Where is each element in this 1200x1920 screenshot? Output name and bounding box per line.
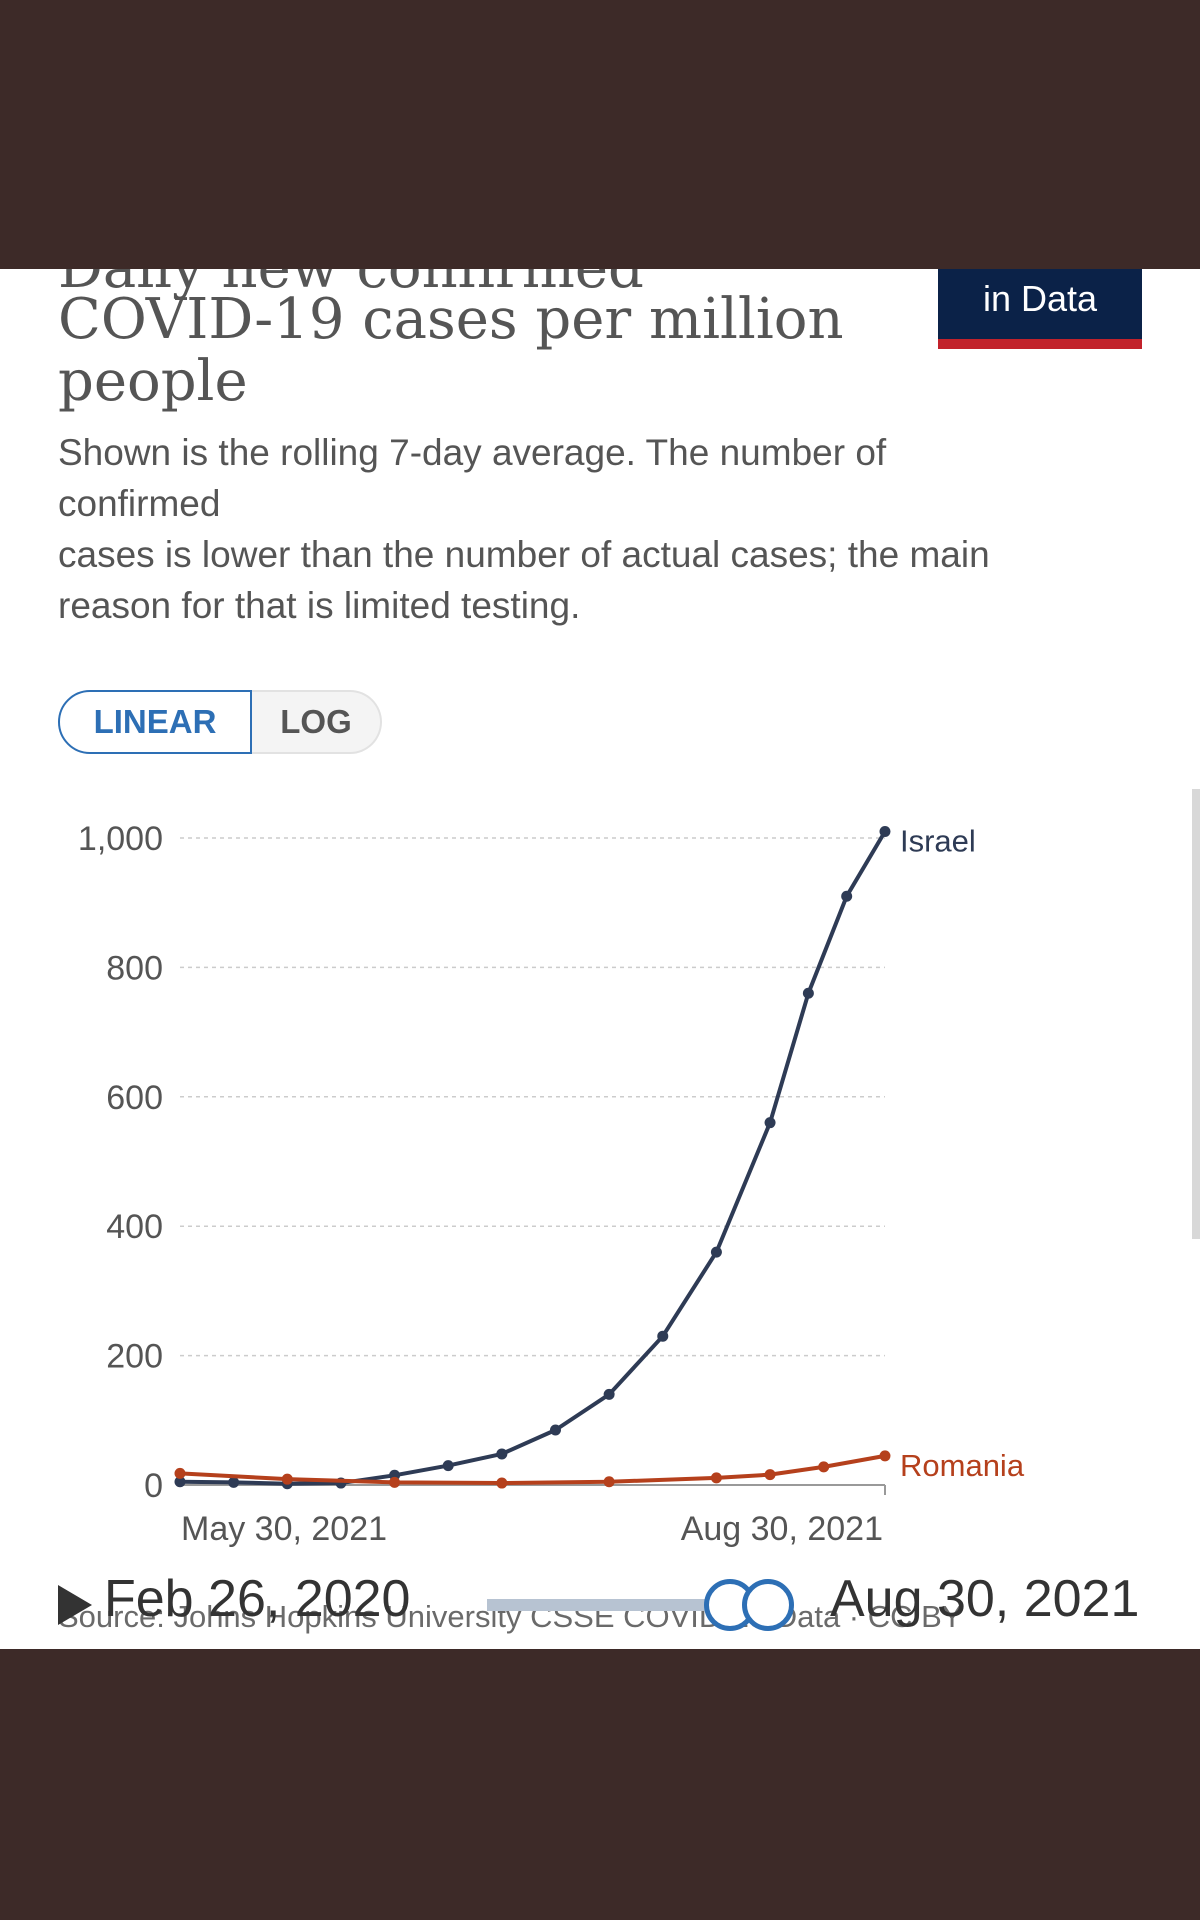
data-point-romania	[496, 1477, 508, 1489]
timeline-track[interactable]	[487, 1599, 709, 1611]
owid-logo[interactable]: in Data	[938, 269, 1142, 349]
series-label-israel: Israel	[900, 824, 976, 859]
subtitle-line-3: cases is lower than the number of actual…	[58, 534, 990, 575]
data-point-israel	[228, 1476, 240, 1488]
data-point-romania	[818, 1461, 830, 1473]
scrollbar[interactable]	[1192, 789, 1200, 1239]
data-point-romania	[174, 1467, 186, 1479]
y-tick-label: 600	[106, 1079, 163, 1117]
y-tick-label: 0	[144, 1467, 163, 1505]
data-point-israel	[879, 826, 891, 838]
data-point-romania	[281, 1473, 293, 1485]
data-point-romania	[710, 1472, 722, 1484]
data-point-israel	[710, 1246, 722, 1258]
page-title: COVID-19 cases per million people	[58, 289, 858, 413]
data-point-israel	[841, 890, 853, 902]
title-cut-line: Daily new confirmed	[58, 269, 644, 299]
data-point-israel	[496, 1448, 508, 1460]
series-line-israel	[179, 830, 887, 1486]
data-point-romania	[389, 1476, 401, 1488]
data-point-israel	[802, 987, 814, 999]
y-tick-label: 400	[106, 1208, 163, 1246]
data-point-romania	[764, 1469, 776, 1481]
subtitle-line-4: reason for that is limited testing.	[58, 585, 581, 626]
data-point-israel	[764, 1117, 776, 1129]
line-chart: 0 200 400 600 800 1,000 May 30, 2021 Aug 30, 20…	[78, 820, 1025, 1548]
series-label-romania: Romania	[900, 1448, 1025, 1483]
scale-toggle: LINEAR LOG	[58, 690, 382, 754]
subtitle-line-2: confirmed	[58, 483, 221, 524]
log-scale-button[interactable]: LOG	[252, 690, 382, 754]
title-line-2: people	[58, 349, 248, 414]
data-point-romania	[879, 1450, 891, 1462]
linear-scale-button[interactable]: LINEAR	[58, 690, 252, 754]
data-point-israel	[657, 1330, 669, 1342]
x-tick-label: Aug 30, 2021	[681, 1510, 883, 1548]
timeline: Feb 26, 2020 Aug 30, 2021	[0, 1569, 1200, 1649]
y-tick-label: 1,000	[78, 820, 163, 858]
play-icon[interactable]	[58, 1585, 92, 1625]
x-tick-label: May 30, 2021	[181, 1510, 387, 1548]
title-line-1: COVID-19 cases per million	[58, 287, 844, 352]
data-point-israel	[603, 1388, 615, 1400]
data-point-romania	[603, 1476, 615, 1488]
data-point-israel	[442, 1460, 454, 1472]
data-point-israel	[174, 1476, 186, 1488]
y-tick-label: 200	[106, 1338, 163, 1376]
y-tick-label: 800	[106, 949, 163, 987]
timeline-end-label: Aug 30, 2021	[830, 1570, 1140, 1628]
chart-subtitle: Shown is the rolling 7-day average. The …	[58, 427, 1118, 631]
data-point-israel	[549, 1424, 561, 1436]
subtitle-line-1: Shown is the rolling 7-day average. The …	[58, 432, 887, 473]
timeline-start-label: Feb 26, 2020	[104, 1570, 411, 1628]
chart-card: Daily new confirmed COVID-19 cases per m…	[0, 269, 1200, 1649]
timeline-end-handle[interactable]	[742, 1579, 794, 1631]
